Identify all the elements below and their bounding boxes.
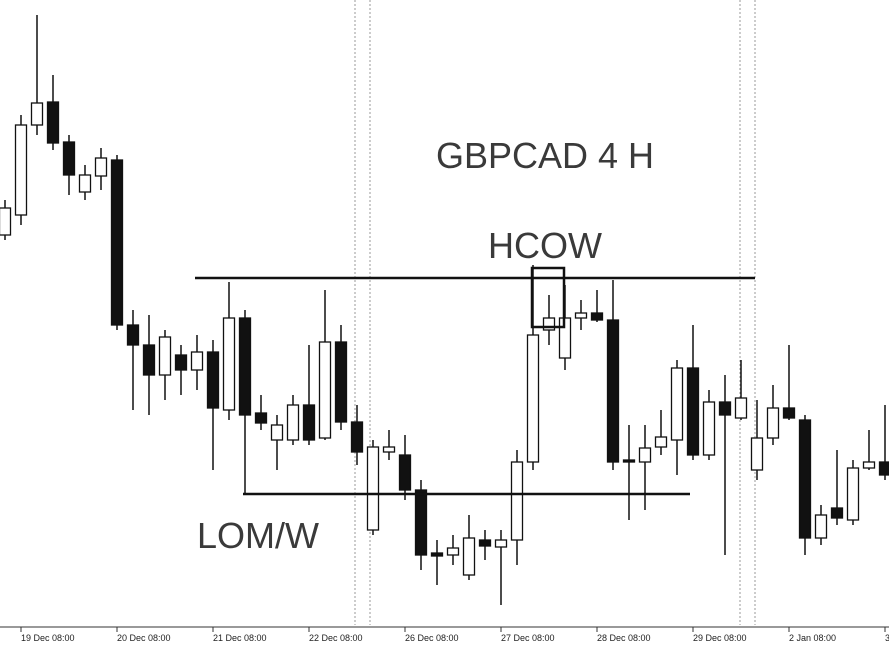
candle-body — [734, 397, 748, 419]
candle-body — [430, 552, 444, 557]
candle-body — [782, 407, 796, 419]
candle-body — [302, 404, 316, 441]
candle-body — [206, 351, 220, 409]
x-tick-label: 22 Dec 08:00 — [309, 633, 363, 643]
candle-body — [382, 446, 396, 453]
candle-body — [334, 341, 348, 423]
candle-body — [46, 101, 60, 144]
candle-body — [702, 401, 716, 456]
candle-body — [686, 367, 700, 456]
x-tick-label: 3 — [885, 633, 889, 643]
candle-body — [510, 461, 524, 541]
candle-body — [718, 401, 732, 416]
candle-body — [526, 334, 540, 463]
x-tick-label: 26 Dec 08:00 — [405, 633, 459, 643]
session-separators — [354, 0, 756, 625]
candle-body — [414, 489, 428, 556]
candle-body — [94, 157, 108, 177]
candle-body — [622, 459, 636, 463]
candle-body — [222, 317, 236, 411]
candle-body — [142, 344, 156, 376]
annotation: LOM/W — [197, 515, 319, 556]
candle-body — [766, 407, 780, 439]
candle-body — [110, 159, 124, 326]
candle-body — [846, 467, 860, 521]
candle-body — [366, 446, 380, 531]
x-tick-label: 27 Dec 08:00 — [501, 633, 555, 643]
candle-body — [398, 454, 412, 491]
chart-title: GBPCAD 4 H — [436, 135, 654, 176]
candle-body — [254, 412, 268, 424]
candle-body — [798, 419, 812, 539]
candle-body — [190, 351, 204, 371]
candle-body — [174, 354, 188, 371]
candle-body — [478, 539, 492, 547]
x-tick-label: 19 Dec 08:00 — [21, 633, 75, 643]
candle-body — [286, 404, 300, 441]
candles — [0, 15, 889, 605]
candle-body — [814, 514, 828, 539]
candle-body — [14, 124, 28, 216]
x-tick-label: 29 Dec 08:00 — [693, 633, 747, 643]
x-tick-label: 20 Dec 08:00 — [117, 633, 171, 643]
candle-body — [542, 317, 556, 331]
candle-body — [318, 341, 332, 439]
candle-body — [590, 312, 604, 321]
candle-body — [862, 461, 876, 469]
x-axis-labels: 19 Dec 08:00 20 Dec 08:00 21 Dec 08:00 22 D… — [20, 627, 889, 643]
candle-body — [158, 336, 172, 376]
candle-body — [830, 507, 844, 519]
candle-body — [270, 424, 284, 441]
highlight-box — [530, 266, 566, 329]
candle-body — [78, 174, 92, 193]
annotation: HCOW — [488, 225, 602, 266]
x-tick-label: 21 Dec 08:00 — [213, 633, 267, 643]
candle-body — [30, 102, 44, 126]
candle-body — [350, 421, 364, 453]
candle-body — [126, 324, 140, 346]
candle-body — [494, 539, 508, 548]
candle-body — [670, 367, 684, 441]
candle-body — [638, 447, 652, 463]
candle-body — [878, 461, 889, 476]
candle-body — [462, 537, 476, 576]
candle-body — [606, 319, 620, 463]
candle-body — [750, 437, 764, 471]
candle-body — [654, 436, 668, 448]
x-tick-label: 2 Jan 08:00 — [789, 633, 836, 643]
candle-body — [0, 207, 12, 236]
candle-body — [62, 141, 76, 176]
candle-body — [446, 547, 460, 556]
candle-body — [238, 317, 252, 416]
candle-body — [574, 312, 588, 319]
x-tick-label: 28 Dec 08:00 — [597, 633, 651, 643]
